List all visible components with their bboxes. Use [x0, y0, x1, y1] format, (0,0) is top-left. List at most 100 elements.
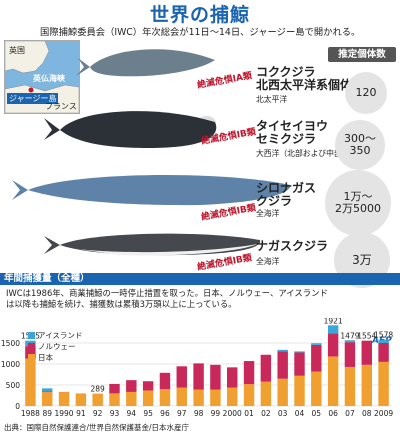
total-data-label: 1554	[357, 332, 376, 341]
legend-swatch	[28, 343, 35, 350]
x-tick-label: 07	[345, 409, 355, 418]
bar-segment	[92, 393, 103, 406]
bar-segment	[344, 342, 356, 367]
bar-segment	[25, 346, 36, 359]
x-tick-label: 97	[177, 409, 187, 418]
bar-segment	[344, 366, 356, 406]
page-title: 世界の捕鯨	[149, 4, 250, 26]
uk-landmass	[5, 41, 50, 74]
x-tick-label: 94	[127, 409, 137, 418]
bar-segment	[126, 391, 137, 406]
bar-segment	[142, 390, 154, 406]
legend-label: 日本	[38, 352, 53, 362]
bar-segment	[311, 371, 322, 406]
total-data-label: 1479	[340, 331, 359, 340]
x-tick-label: 99	[211, 409, 221, 418]
whale-fin-illustration	[44, 233, 261, 256]
x-tick-label: 1988	[21, 409, 40, 418]
whale-estimate-0: 120	[345, 72, 387, 114]
bar-segment	[126, 380, 137, 392]
whale-region-0: 北太平洋	[256, 95, 288, 104]
legend-swatch	[28, 332, 35, 339]
bar-segment	[159, 389, 171, 406]
y-tick-label: 1500	[1, 339, 20, 348]
bar-segment	[327, 333, 339, 357]
bar-segment	[42, 392, 53, 406]
total-data-label: 289	[91, 385, 106, 394]
bar-segment	[243, 384, 255, 406]
bar-segment	[42, 391, 53, 393]
bar-segment	[75, 393, 87, 406]
x-tick-label: 04	[295, 409, 305, 418]
x-tick-label: 98	[194, 409, 204, 418]
bar-segment	[243, 361, 255, 385]
whale-right-illustration	[44, 111, 217, 148]
y-tick-label: 500	[6, 381, 21, 390]
bar-segment	[176, 366, 187, 388]
map-label-jersey: ジャージー島	[7, 93, 59, 104]
x-tick-label: 2000	[223, 409, 242, 418]
x-tick-label: 92	[93, 409, 103, 418]
bar-segment	[109, 383, 120, 394]
bar-segment	[227, 387, 238, 406]
bar-segment	[294, 375, 305, 406]
legend-label: ノルウェー	[38, 342, 76, 351]
bar-segment	[210, 364, 221, 390]
bar-segment	[193, 363, 204, 390]
catch-bar-chart: 0500100015001988155589199091922899394959…	[1, 318, 393, 418]
bar-segment	[378, 361, 389, 406]
x-tick-label: 08	[362, 409, 372, 418]
map-label-france: フランス	[45, 102, 77, 111]
bar-segment	[142, 381, 154, 391]
y-tick-label: 1000	[1, 360, 20, 369]
whale-name-3: ナガスクジラ	[256, 239, 329, 253]
x-tick-label: 01	[244, 409, 254, 418]
bar-segment	[277, 351, 288, 379]
x-tick-label: 93	[110, 409, 120, 418]
x-tick-label: 05	[312, 409, 322, 418]
legend-swatch	[28, 354, 35, 361]
legend-label: アイスランド	[38, 331, 82, 340]
catch-section-bar	[0, 273, 400, 285]
whale-region-2: 全海洋	[256, 209, 280, 218]
whale-region-1: 大西洋（北部および中部）	[256, 149, 350, 158]
whale-name-0: コククジラ 北西太平洋系個体群	[256, 65, 365, 92]
whale-name-2: シロナガス クジラ	[256, 181, 317, 208]
map-label-uk: 英国	[9, 46, 25, 55]
total-data-label: 1921	[324, 318, 343, 325]
whale-estimate-1: 300～ 350	[335, 120, 385, 170]
bar-segment	[311, 344, 322, 372]
bar-segment	[361, 340, 372, 365]
map-label-channel: 英仏海峡	[33, 74, 65, 83]
bar-segment	[378, 343, 389, 362]
bar-segment	[159, 372, 171, 390]
source-note: 出典：国際自然保護連合/世界自然保護基金/日本水産庁	[4, 423, 190, 432]
bar-segment	[109, 393, 120, 406]
catch-section-title: 年間捕獲量（全種）	[4, 273, 90, 284]
bar-segment	[311, 343, 322, 345]
jersey-marker	[28, 87, 34, 93]
bar-segment	[277, 349, 288, 352]
estimate-header: 推定個体数	[328, 47, 396, 62]
whale-illustrations	[12, 49, 291, 256]
bar-segment	[344, 340, 356, 343]
bar-segment	[361, 364, 372, 406]
bar-segment	[176, 387, 187, 406]
x-tick-label: 96	[160, 409, 170, 418]
location-map: 英国 英仏海峡 ジャージー島 フランス	[4, 40, 80, 114]
whale-estimate-2: 1万～ 2万5000	[325, 170, 391, 236]
y-tick-label: 0	[15, 402, 20, 411]
bar-segment	[227, 367, 238, 388]
total-data-label: 1578	[374, 331, 393, 340]
bar-segment	[277, 378, 288, 406]
whale-gray-illustration	[76, 49, 215, 77]
x-tick-label: 03	[278, 409, 288, 418]
whale-blue-illustration	[12, 174, 291, 206]
x-tick-label: 89	[42, 409, 52, 418]
bar-segment	[327, 356, 339, 406]
bar-segment	[260, 354, 272, 382]
bar-segment	[378, 339, 389, 343]
x-tick-label: 1990	[54, 409, 73, 418]
x-tick-label: 06	[328, 409, 338, 418]
whale-name-1: タイセイヨウ セミクジラ	[256, 119, 329, 146]
